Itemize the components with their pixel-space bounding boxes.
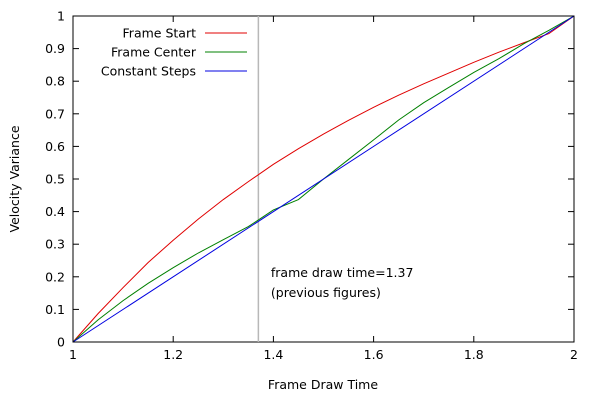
- y-tick-label: 0.3: [45, 237, 65, 252]
- legend-label: Constant Steps: [101, 64, 196, 79]
- x-tick-label: 1.6: [364, 347, 384, 362]
- y-tick-label: 0.7: [45, 106, 65, 121]
- x-tick-label: 1.2: [163, 347, 183, 362]
- y-tick-label: 0.8: [45, 74, 65, 89]
- annotation-line: (previous figures): [271, 285, 381, 300]
- series-layer: [72, 15, 575, 343]
- x-tick-label: 1.4: [263, 347, 283, 362]
- y-tick-label: 0.1: [45, 302, 65, 317]
- ticks-layer: 1 1.2 1.4 1.6 1.8 2 0 0.1 0.2 0.3 0.4 0.5 0.6 0.7 0.8 0…: [45, 9, 578, 363]
- y-tick-label: 0.5: [45, 172, 65, 187]
- annotation-line: frame draw time=1.37: [271, 265, 414, 280]
- series-line-3: [72, 15, 575, 343]
- y-tick-label: 0.4: [45, 204, 65, 219]
- x-tick-label: 2: [570, 347, 578, 362]
- y-tick-label: 1: [57, 9, 65, 24]
- y-tick-label: 0.2: [45, 269, 65, 284]
- y-axis-label: Velocity Variance: [7, 125, 22, 232]
- y-tick-label: 0.9: [45, 41, 65, 56]
- legend: Frame Start Frame Center Constant Steps: [101, 26, 247, 79]
- series-line-1: [72, 15, 575, 343]
- x-tick-label: 1: [69, 347, 77, 362]
- x-axis-label: Frame Draw Time: [268, 377, 378, 392]
- y-tick-label: 0: [57, 335, 65, 350]
- legend-label: Frame Start: [123, 26, 197, 41]
- x-tick-label: 1.8: [464, 347, 484, 362]
- annotation: frame draw time=1.37 (previous figures): [271, 265, 414, 300]
- legend-label: Frame Center: [111, 45, 197, 60]
- y-tick-label: 0.6: [45, 139, 65, 154]
